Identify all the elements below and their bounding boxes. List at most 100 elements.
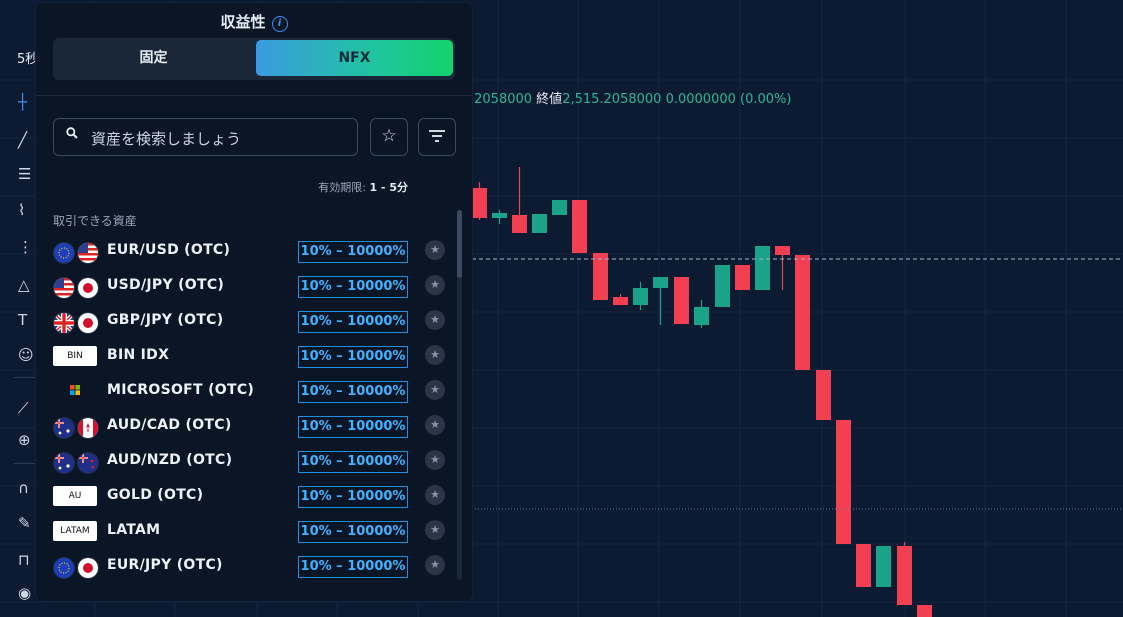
asset-tag-badge: AU [53,486,97,506]
path-icon[interactable]: ⌇ [18,201,26,219]
payout-range: 10% – 10000% [298,556,408,578]
asset-row-microsoft[interactable]: MICROSOFT (OTC) 10% – 10000% ★ [53,378,448,408]
pencil-icon[interactable]: ✎ [18,514,31,532]
lines-icon[interactable]: ☰ [18,165,32,183]
asset-row-usd-jpy[interactable]: USD/JPY (OTC) 10% – 10000% ★ [53,273,448,303]
asset-row-gold[interactable]: AU GOLD (OTC) 10% – 10000% ★ [53,483,448,513]
asset-name: USD/JPY (OTC) [107,277,225,293]
payout-range: 10% – 10000% [298,276,408,298]
asset-row-gbp-jpy[interactable]: GBP/JPY (OTC) 10% – 10000% ★ [53,308,448,338]
eu-flag-icon [53,557,75,579]
candle-body [492,213,507,218]
asset-tag-badge: BIN [53,346,97,366]
scrollbar-thumb[interactable] [457,210,462,278]
nz-flag-icon [77,452,99,474]
candle-body [593,253,608,300]
asset-name: AUD/CAD (OTC) [107,417,232,433]
lock-icon[interactable]: ⊓ [18,551,30,569]
payout-range: 10% – 10000% [298,381,408,403]
payout-range: 10% – 10000% [298,451,408,473]
crosshair-icon[interactable]: ┼ [18,93,28,111]
favorite-star-icon[interactable]: ★ [425,485,445,505]
search-icon [66,127,78,139]
payout-range: 10% – 10000% [298,521,408,543]
favorite-star-icon[interactable]: ★ [425,380,445,400]
payout-range: 10% – 10000% [298,486,408,508]
candle-body [816,370,831,420]
favorite-star-icon[interactable]: ★ [425,415,445,435]
flag-pair [53,417,99,439]
magnet-icon[interactable]: ∩ [18,479,29,497]
profitability-title: 収益性 [220,13,266,31]
flag-pair [53,452,99,474]
asset-row-eur-jpy[interactable]: EUR/JPY (OTC) 10% – 10000% ★ [53,553,448,583]
favorite-star-icon[interactable]: ★ [425,310,445,330]
asset-search-input[interactable]: 資産を検索しましょう [53,118,358,156]
text-icon[interactable]: T [18,311,28,329]
flag-pair [53,277,99,299]
ruler-icon[interactable]: ⟋ [18,399,29,417]
asset-list-scrollbar[interactable] [457,210,462,580]
candle-body [572,200,587,253]
tab-fixed[interactable]: 固定 [139,50,168,66]
asset-row-bin-idx[interactable]: BIN BIN IDX 10% – 10000% ★ [53,343,448,373]
asset-selector-panel: 収益性 i 固定 NFX 資産を検索しましょう ☆ 有効期限: 1 - 5分 取引… [36,3,472,601]
zoom-icon[interactable]: ⊕ [18,431,31,449]
candle-body [795,255,810,370]
asset-row-latam[interactable]: LATAM LATAM 10% – 10000% ★ [53,518,448,548]
panel-title: 収益性 i [36,11,472,32]
favorite-star-icon[interactable]: ★ [425,240,445,260]
asset-name: EUR/JPY (OTC) [107,557,223,573]
candle-body [532,214,547,233]
filter-button[interactable] [418,118,456,156]
favorite-star-icon[interactable]: ★ [425,275,445,295]
candle-body [755,246,770,290]
asset-name: BIN IDX [107,347,170,363]
panel-divider [36,95,472,96]
payout-range: 10% – 10000% [298,311,408,333]
eye-icon[interactable]: ◉ [18,584,32,602]
expiry-value: 1 - 5分 [369,181,408,194]
info-icon[interactable]: i [271,16,288,32]
candle-body [876,546,891,587]
asset-name: GOLD (OTC) [107,487,204,503]
ohlc-readout: .2058000 終値2,515.2058000 0.0000000 (0.00… [470,88,791,107]
drawing-toolbar: ┼ ╱ ☰ ⌇ ⋮ △ T ☺ ⟋ ⊕ ∩ ✎ ⊓ ◉ [0,80,42,617]
flag-pair [53,557,99,579]
shape-icon[interactable]: △ [18,276,30,294]
candle-body [552,200,567,215]
change-value: 0.0000000 (0.00%) [665,92,792,107]
expiry-info: 有効期限: 1 - 5分 [318,179,408,195]
candle-body [917,605,932,617]
favorite-star-icon[interactable]: ★ [425,555,445,575]
candle-body [856,544,871,587]
candle-body [897,546,912,605]
trendline-icon[interactable]: ╱ [18,131,28,149]
close-value: 2,515.2058000 [562,92,662,107]
asset-row-eur-usd[interactable]: EUR/USD (OTC) 10% – 10000% ★ [53,238,448,268]
toolbar-divider [14,463,38,464]
favorite-star-icon[interactable]: ★ [425,345,445,365]
us-flag-icon [53,277,75,299]
section-label-tradable: 取引できる資産 [53,214,137,228]
filter-icon [429,130,445,142]
candle-body [633,288,648,305]
candle-body [836,420,851,544]
jp-flag-icon [77,312,99,334]
favorites-button[interactable]: ☆ [370,118,408,156]
asset-tag-badge: LATAM [53,521,97,541]
timeframe-label[interactable]: 5秒 [17,52,39,67]
asset-row-aud-cad[interactable]: AUD/CAD (OTC) 10% – 10000% ★ [53,413,448,443]
gb-flag-icon [53,312,75,334]
asset-row-aud-nzd[interactable]: AUD/NZD (OTC) 10% – 10000% ★ [53,448,448,478]
fib-icon[interactable]: ⋮ [18,238,33,256]
payout-range: 10% – 10000% [298,346,408,368]
asset-name: GBP/JPY (OTC) [107,312,224,328]
microsoft-logo-icon [70,385,80,395]
emoji-icon[interactable]: ☺ [18,346,34,364]
candle-body [674,277,689,324]
favorite-star-icon[interactable]: ★ [425,450,445,470]
candle-body [472,188,487,218]
tab-nfx[interactable]: NFX [256,40,453,76]
favorite-star-icon[interactable]: ★ [425,520,445,540]
